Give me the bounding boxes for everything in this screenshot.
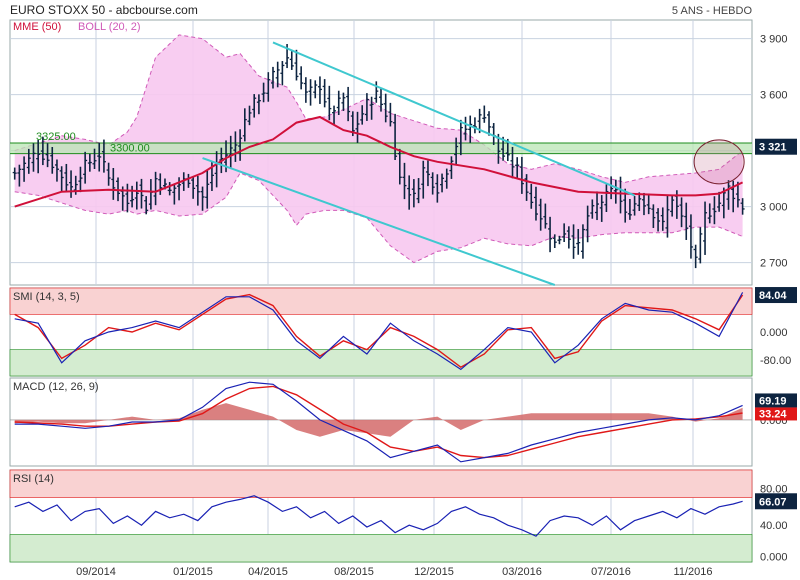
x-axis-label: 04/2015 [248, 566, 288, 578]
macd-line [14, 381, 743, 463]
macd-signal-line [14, 385, 743, 459]
mme-50-line [14, 115, 744, 208]
support-label-3325: 3325.00 [36, 131, 76, 143]
highlight-circle [693, 139, 745, 185]
macd-signal-badge [755, 407, 797, 421]
x-axis-label: 11/2016 [674, 566, 713, 578]
macd-title: MACD (12, 26, 9) [13, 381, 99, 393]
rsi-title: RSI (14) [13, 473, 54, 485]
rsi-oversold-zone [9, 534, 753, 563]
channel-trend-line [272, 41, 635, 197]
last-price-value: 3 321 [759, 142, 787, 154]
smi-title: SMI (14, 3, 5) [13, 291, 80, 303]
chart-period: 5 ANS - HEBDO [672, 5, 753, 17]
bollinger-lower-line [14, 172, 743, 264]
smi-blue-line [14, 292, 744, 371]
last-price-badge [755, 138, 797, 155]
legend-bollinger: BOLL (20, 2) [78, 21, 141, 33]
rsi-last-badge [755, 493, 797, 510]
macd-histogram [14, 403, 743, 437]
rsi-overbought-zone [9, 469, 753, 498]
rsi-tick-label: 0.000 [760, 551, 788, 563]
macd-last-value: 69.19 [759, 395, 787, 407]
x-axis-label: 03/2016 [502, 566, 542, 578]
rsi-last-value: 66.07 [759, 496, 787, 508]
price-tick-label: 3 900 [760, 34, 788, 46]
x-axis-label: 09/2014 [76, 566, 116, 578]
support-label-3300: 3300.00 [110, 143, 150, 155]
macd-signal-value: 33.24 [759, 408, 787, 420]
macd-last-badge [755, 393, 797, 408]
rsi-line [14, 495, 743, 537]
price-tick-label: 2 700 [760, 258, 788, 270]
smi-last-badge [755, 287, 797, 304]
x-axis-label: 07/2016 [591, 566, 631, 578]
channel-trend-line [202, 157, 556, 286]
x-axis-label: 08/2015 [334, 566, 374, 578]
rsi-tick-label: 40.00 [760, 520, 788, 532]
support-zone [10, 142, 752, 154]
smi-tick-label: 0.000 [760, 327, 788, 339]
x-axis-label: 01/2015 [173, 566, 213, 578]
legend-mme: MME (50) [13, 21, 61, 33]
x-axis-label: 12/2015 [414, 566, 454, 578]
price-tick-label: 3 000 [760, 202, 788, 214]
smi-oversold-zone [9, 349, 753, 377]
smi-last-value: 84.04 [759, 290, 787, 302]
rsi-tick-label: 80.00 [760, 483, 788, 495]
smi-overbought-zone [9, 287, 753, 315]
price-tick-label: 3 600 [760, 90, 788, 102]
smi-tick-label: -80.00 [760, 355, 791, 367]
chart-title: EURO STOXX 50 - abcbourse.com [10, 3, 198, 17]
